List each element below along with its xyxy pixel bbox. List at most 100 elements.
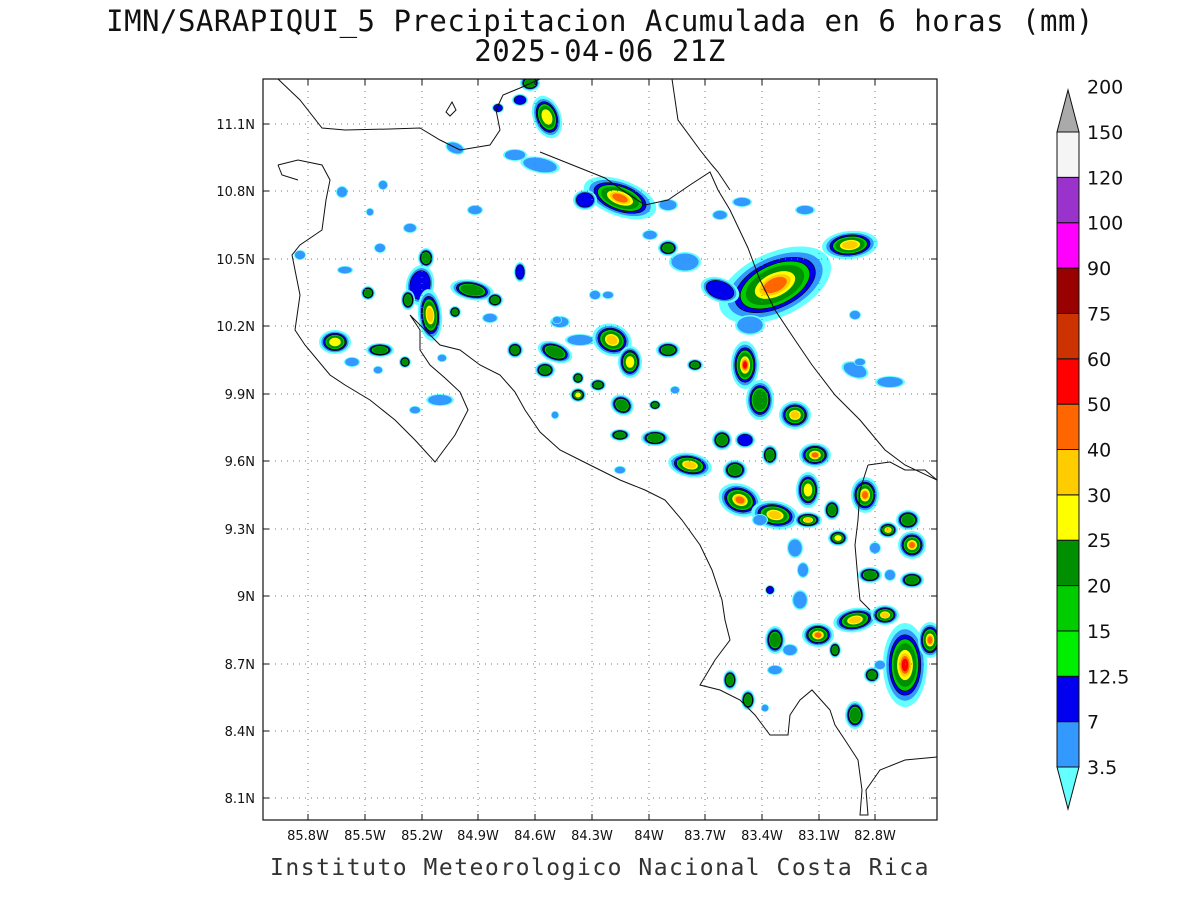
precip-cell (871, 605, 899, 625)
precip-cell (900, 572, 924, 588)
lat-tick-label: 10.8N (216, 185, 255, 200)
precip-cell (610, 394, 634, 416)
precip-cell (514, 262, 526, 282)
lat-tick-label: 8.7N (225, 658, 255, 673)
colorbar-label: 60 (1087, 349, 1111, 371)
lon-tick-label: 85.8W (287, 829, 329, 844)
precip-cell (570, 388, 586, 402)
precip-cell (361, 286, 375, 300)
precip-cell (878, 522, 898, 538)
precip-cell (718, 483, 762, 517)
lon-tick-label: 84.6W (514, 829, 556, 844)
precip-cell (799, 443, 831, 467)
precipitation-field (294, 79, 937, 729)
lat-tick-label: 9.3N (225, 523, 255, 538)
precip-cell (732, 197, 752, 207)
precip-cell (712, 430, 732, 450)
precip-cell (378, 180, 388, 190)
precip-cell (366, 208, 374, 216)
precip-cell (294, 250, 306, 260)
colorbar-legend: 3.5 7 12.5 15 20 25 30 40 50 60 75 90 100 120 150 200 (1056, 77, 1129, 811)
precip-cell (797, 562, 809, 578)
precip-cell (858, 567, 882, 583)
lon-tick-label: 84.9W (457, 829, 499, 844)
precip-cell (883, 623, 927, 707)
precip-cell (752, 514, 768, 526)
lon-tick-label: 83.7W (684, 829, 726, 844)
precip-cell (589, 290, 601, 300)
precip-cell (551, 411, 559, 419)
precip-cell (687, 359, 703, 371)
precip-cell (610, 429, 630, 441)
precip-cell (642, 230, 658, 240)
precip-cell (336, 186, 348, 198)
precip-cell (794, 512, 822, 528)
map-grid (263, 79, 937, 820)
precip-cell (849, 310, 861, 320)
precip-cell (896, 510, 920, 530)
precip-cell (658, 199, 678, 211)
colorbar-label: 100 (1087, 213, 1123, 235)
precip-cell (712, 210, 728, 220)
precip-cell (741, 690, 755, 710)
precip-cell (918, 622, 937, 658)
precip-cell (409, 406, 421, 414)
precip-cell (531, 95, 563, 139)
latitude-axis: 11.1N 10.8N 10.5N 10.2N 9.9N 9.6N 9.3N 9N 8.7N 8.… (216, 118, 937, 807)
precip-cell (851, 477, 879, 513)
colorbar-swatch (1056, 312, 1080, 360)
precip-cell (618, 346, 642, 378)
precip-cell (668, 452, 712, 478)
precip-cell (761, 704, 769, 712)
precip-cell (614, 466, 626, 474)
precip-cell (898, 531, 926, 559)
precip-cell (795, 205, 815, 215)
lat-tick-label: 10.5N (216, 253, 255, 268)
lon-tick-label: 84.3W (571, 829, 613, 844)
colorbar-label: 25 (1087, 530, 1111, 552)
colorbar-label: 40 (1087, 440, 1111, 462)
lon-tick-label: 83.4W (741, 829, 783, 844)
map-date: 2025-04-06 21Z (474, 34, 726, 68)
lon-tick-label: 82.8W (854, 829, 896, 844)
precip-cell (565, 334, 595, 346)
precip-cell (875, 376, 905, 388)
lon-tick-label: 83.1W (798, 829, 840, 844)
precip-cell (718, 246, 832, 324)
colorbar-label: 7 (1087, 712, 1099, 734)
lon-tick-label: 85.5W (344, 829, 386, 844)
colorbar-swatch (1056, 222, 1080, 269)
precip-cell (884, 569, 896, 581)
precip-cell (822, 230, 878, 260)
precip-cell (658, 240, 678, 256)
colorbar-label: 30 (1087, 485, 1111, 507)
lon-tick-label: 85.2W (401, 829, 443, 844)
precip-cell (344, 357, 360, 367)
precip-cell (503, 149, 527, 161)
precip-cell (641, 430, 669, 446)
colorbar-label: 120 (1087, 167, 1123, 189)
precip-cell (373, 366, 383, 374)
precip-cell (572, 372, 584, 384)
precip-cell (366, 343, 394, 357)
lat-tick-label: 8.1N (225, 792, 255, 807)
precip-cell (450, 279, 494, 301)
precip-cell (449, 306, 461, 318)
precip-cell (602, 291, 614, 299)
colorbar-swatch (1056, 721, 1080, 768)
colorbar-swatch (1056, 675, 1080, 723)
lat-tick-label: 10.2N (216, 320, 255, 335)
colorbar-swatch (1056, 630, 1080, 677)
precip-cell (782, 644, 798, 656)
colorbar-swatch (1056, 449, 1080, 496)
precip-cell (735, 315, 765, 335)
precip-cell (874, 660, 886, 670)
precip-cell (700, 276, 740, 304)
precip-cell (746, 380, 774, 420)
colorbar-swatch (1056, 131, 1080, 178)
precip-cell (374, 243, 386, 253)
precip-cell (762, 445, 778, 465)
precip-cell (535, 362, 555, 378)
precip-cell (649, 400, 661, 410)
